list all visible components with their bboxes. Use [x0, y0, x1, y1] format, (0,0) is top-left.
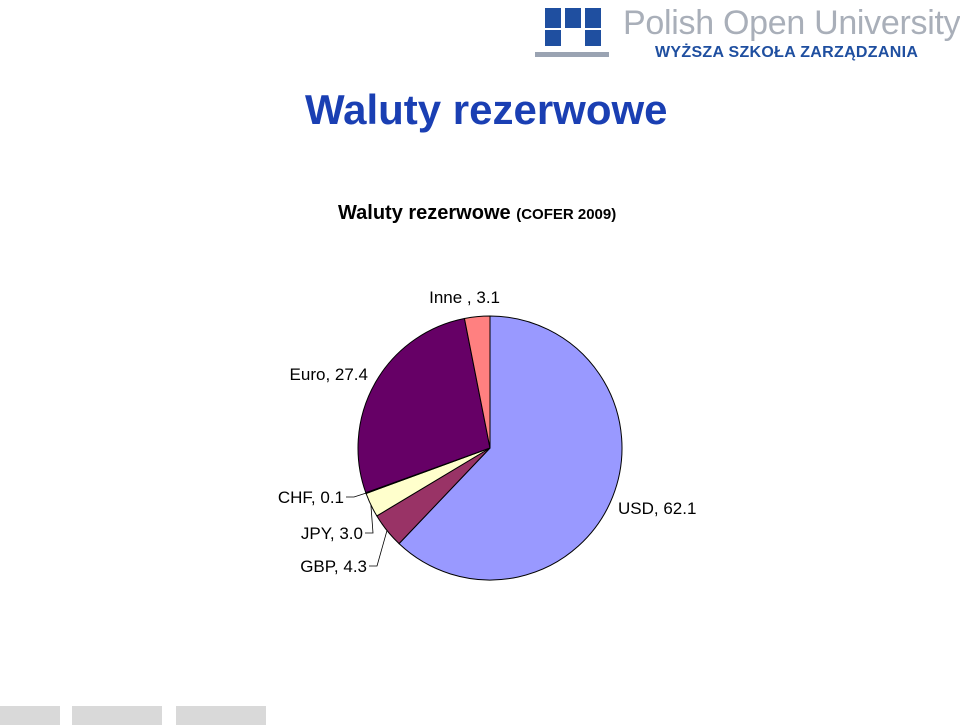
page-title: Waluty rezerwowe: [305, 86, 668, 133]
university-logo: Polish Open University WYŻSZA SZKOŁA ZAR…: [535, 4, 960, 64]
slice-label-chf: CHF, 0.1: [278, 488, 344, 507]
footer-bar: [0, 706, 60, 725]
slice-label-inne: Inne , 3.1: [429, 288, 500, 307]
footer-bar: [176, 706, 266, 725]
pie-slice-euro: [357, 317, 491, 494]
slice-label-gbp: GBP, 4.3: [300, 557, 367, 576]
slice-label-jpy: JPY, 3.0: [301, 524, 363, 543]
logo-mark-icon: [535, 6, 615, 58]
logo-title: Polish Open University: [623, 4, 960, 42]
pie-slice-inne: [463, 315, 491, 449]
leader-line: [369, 530, 388, 567]
chart-title: Waluty rezerwowe (COFER 2009): [338, 202, 616, 225]
slice-label-usd: USD, 62.1: [618, 499, 696, 518]
footer-bar: [72, 706, 162, 725]
slice-label-euro: Euro, 27.4: [290, 365, 368, 384]
leader-line: [346, 492, 367, 498]
chart-subtitle: (COFER 2009): [516, 206, 617, 223]
pie-slice-usd: [398, 315, 623, 581]
leader-line: [365, 504, 374, 534]
logo-subtitle: WYŻSZA SZKOŁA ZARZĄDZANIA: [655, 44, 919, 61]
chart-title-main: Waluty rezerwowe: [338, 202, 511, 224]
